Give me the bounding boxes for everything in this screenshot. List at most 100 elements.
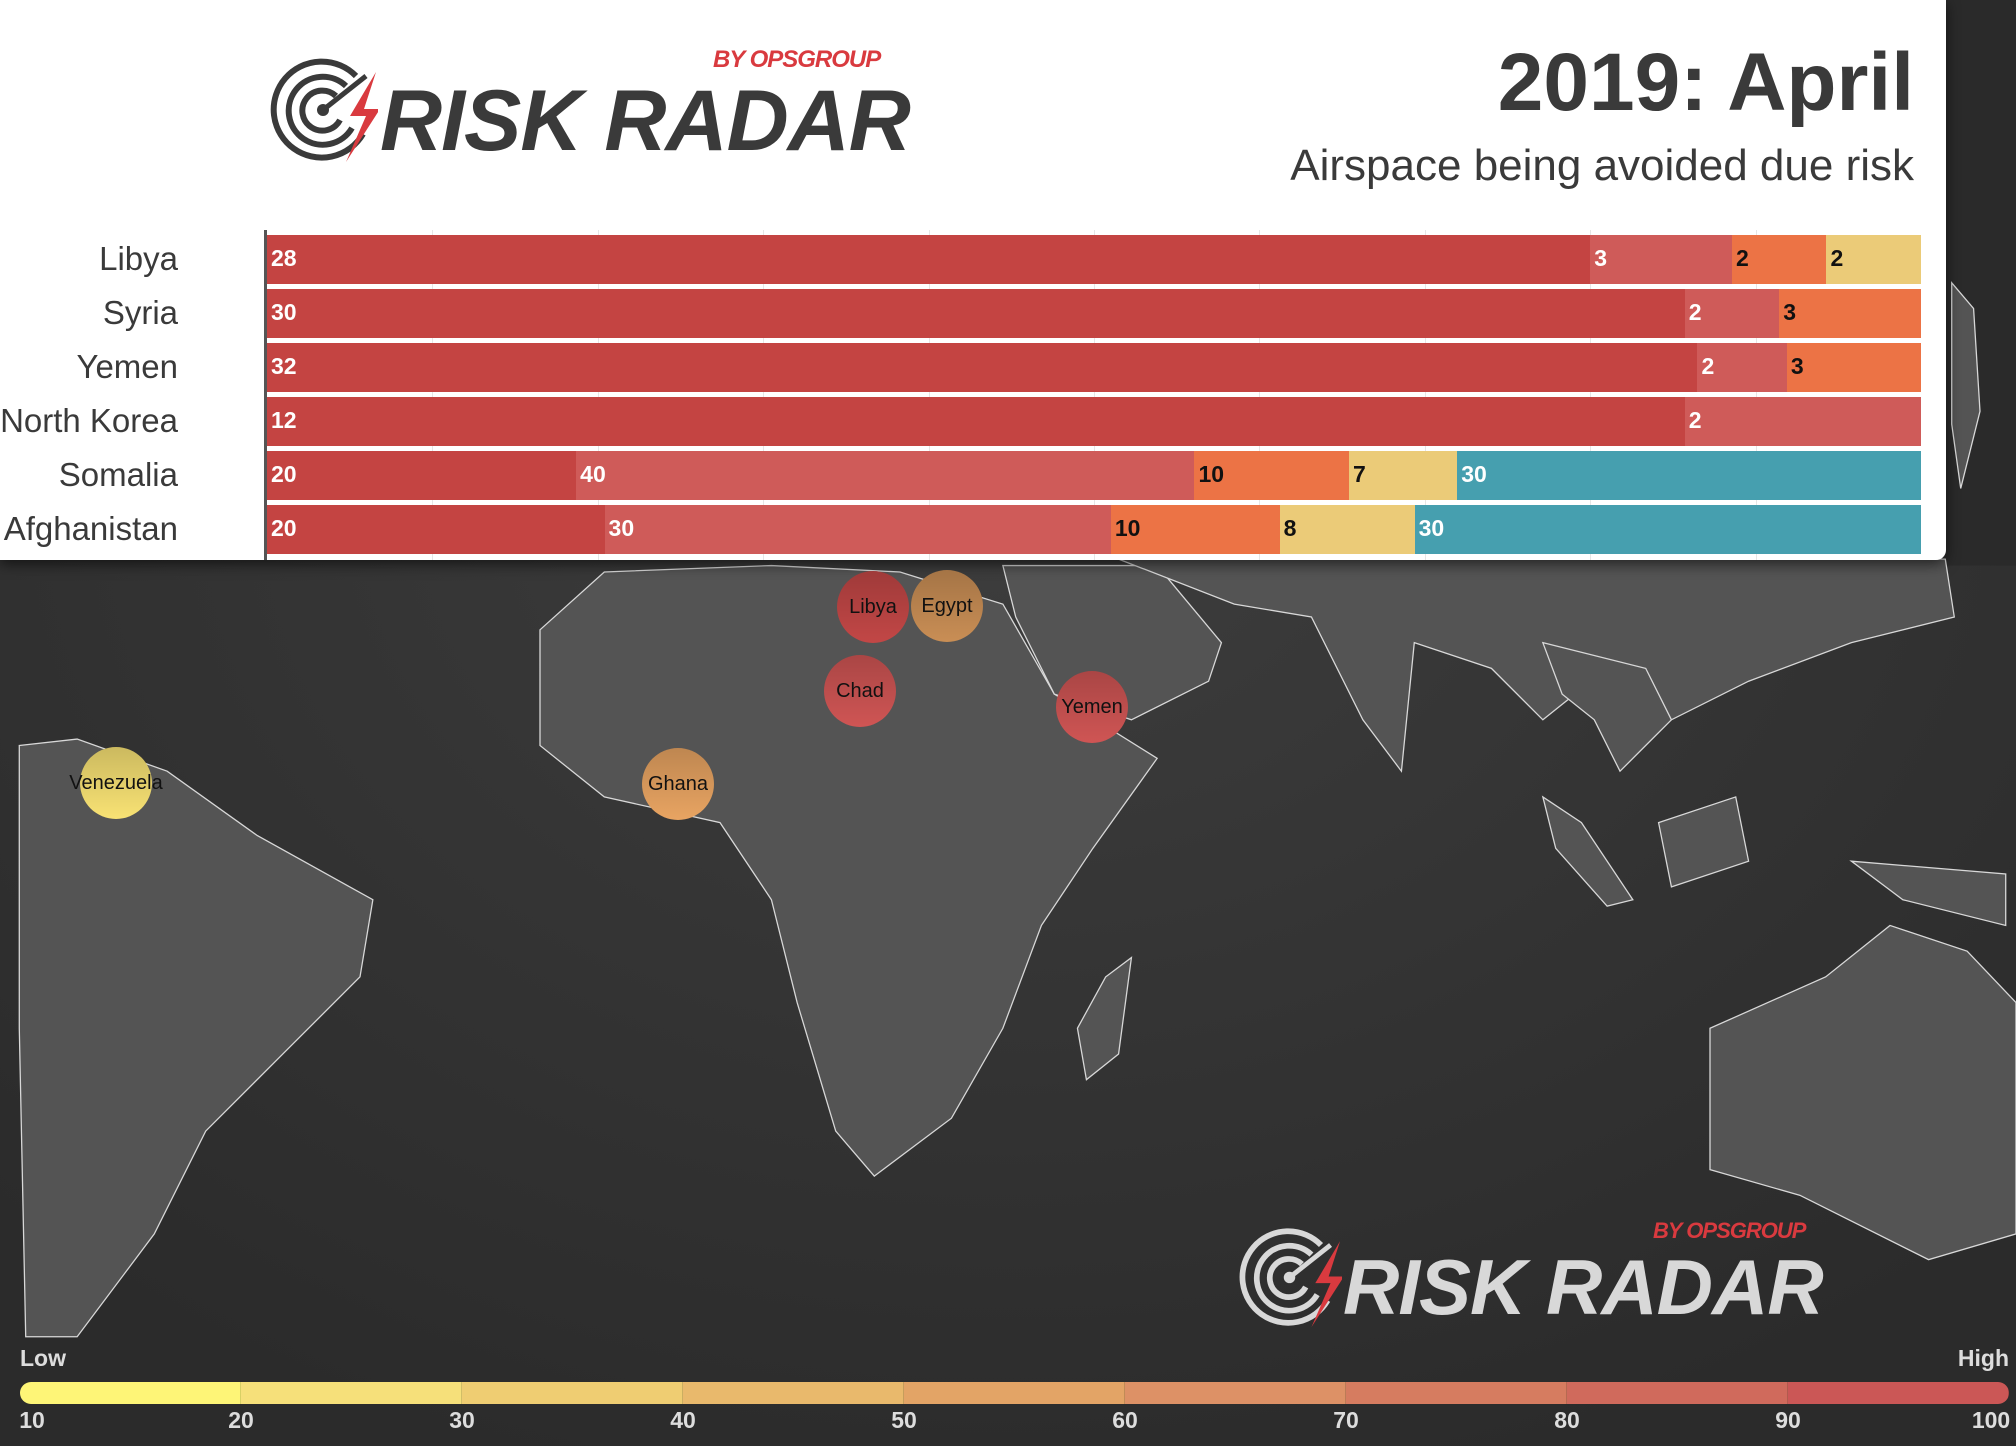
- data-label: 7: [1353, 461, 1366, 487]
- bar-segment[interactable]: 10: [1194, 451, 1350, 500]
- bar-segment[interactable]: 2: [1731, 235, 1827, 284]
- legend-swatch: [241, 1382, 462, 1404]
- legend-high-label: High: [1957, 1345, 2009, 1371]
- data-label: 12: [271, 407, 297, 433]
- legend-tick-label: 10: [19, 1407, 45, 1433]
- category-label: North Korea: [0, 402, 178, 439]
- data-label: 2: [1735, 245, 1749, 271]
- land-australia: [1709, 924, 2016, 1261]
- radar-icon: [270, 58, 378, 162]
- bar-segment[interactable]: 2: [1697, 343, 1787, 392]
- country-bubble[interactable]: Libya: [837, 571, 909, 643]
- bar-segment[interactable]: 2: [1684, 397, 1921, 446]
- gridline: [1755, 230, 1757, 560]
- watermark-main-text: RISK RADAR: [1343, 1243, 1824, 1331]
- country-bubble[interactable]: Egypt: [911, 570, 983, 642]
- bar-segment[interactable]: 3: [1779, 289, 1921, 338]
- data-label: 30: [1418, 515, 1445, 541]
- stacked-bar: 12 2: [267, 397, 1921, 446]
- data-label: 30: [1461, 461, 1487, 487]
- data-label: 2: [1688, 407, 1702, 433]
- data-label: 20: [271, 515, 297, 541]
- bar-segment[interactable]: 3: [1786, 343, 1921, 392]
- country-bubble[interactable]: Yemen: [1056, 671, 1128, 743]
- gridline: [1259, 230, 1261, 560]
- stacked-bar: 32 2 3: [267, 343, 1921, 392]
- country-bubble[interactable]: Chad: [824, 655, 896, 727]
- bar-segment[interactable]: 3: [1590, 235, 1732, 284]
- logo-byline: BY OPSGROUP: [713, 46, 881, 73]
- stacked-bar: 20 30 10 8 30: [267, 505, 1921, 554]
- legend-swatch: [1788, 1382, 2009, 1404]
- gridline: [763, 230, 765, 560]
- chart-panel: BY OPSGROUP RISK RADAR 2019: April Airsp…: [0, 0, 1946, 560]
- land-south-america: [18, 738, 374, 1338]
- legend-tick-label: 80: [1554, 1407, 1580, 1433]
- legend-swatch: [20, 1382, 241, 1404]
- data-label: 10: [1114, 515, 1141, 541]
- bar-segment[interactable]: 20: [267, 505, 605, 554]
- risk-radar-watermark: BY OPSGROUP RISK RADAR: [1237, 1220, 1837, 1332]
- land-borneo: [1657, 796, 1750, 888]
- bar-segment[interactable]: 2: [1826, 235, 1921, 284]
- legend-swatch: [462, 1382, 683, 1404]
- legend-swatch: [1125, 1382, 1346, 1404]
- data-label: 2: [1830, 245, 1844, 271]
- data-label: 32: [271, 353, 297, 379]
- stacked-bar: 28 3 2 2: [267, 235, 1921, 284]
- radar-icon: [1239, 1228, 1342, 1328]
- legend-swatch: [683, 1382, 904, 1404]
- bar-segment[interactable]: 32: [267, 343, 1698, 392]
- land-sumatra: [1541, 795, 1634, 907]
- legend-tick-label: 70: [1333, 1407, 1359, 1433]
- land-new-guinea: [1849, 860, 2007, 927]
- legend-low-label: Low: [20, 1345, 66, 1371]
- legend-tick-label: 30: [449, 1407, 475, 1433]
- data-label: 8: [1283, 515, 1297, 541]
- bar-segment[interactable]: 7: [1349, 451, 1458, 500]
- bar-segment[interactable]: 30: [267, 289, 1685, 338]
- category-label: Yemen: [76, 348, 178, 385]
- legend-swatch: [904, 1382, 1125, 1404]
- gridline: [432, 230, 434, 560]
- legend-tick-label: 50: [891, 1407, 917, 1433]
- bar-segment[interactable]: 12: [267, 397, 1685, 446]
- gridline: [1094, 230, 1095, 560]
- data-label: 30: [608, 515, 635, 541]
- legend-tick-label: 90: [1775, 1407, 1801, 1433]
- data-label: 3: [1594, 245, 1607, 271]
- bar-segment[interactable]: 30: [1457, 451, 1921, 500]
- data-label: 10: [1198, 461, 1225, 487]
- bar-segment[interactable]: 30: [1414, 505, 1921, 554]
- legend-swatch: [1346, 1382, 1567, 1404]
- bar-segment[interactable]: 40: [576, 451, 1195, 500]
- category-label: Syria: [102, 294, 178, 331]
- watermark-byline: BY OPSGROUP: [1653, 1218, 1806, 1243]
- bar-segment[interactable]: 28: [267, 235, 1591, 284]
- y-axis-line: [264, 230, 267, 560]
- data-label: 28: [271, 245, 297, 271]
- data-label: 3: [1783, 299, 1796, 325]
- category-label: Afghanistan: [3, 510, 178, 547]
- category-label: Somalia: [58, 456, 178, 493]
- bar-segment[interactable]: 30: [604, 505, 1111, 554]
- bar-segment[interactable]: 2: [1684, 289, 1780, 338]
- legend-tick-label: 40: [670, 1407, 696, 1433]
- land-africa: [539, 564, 1159, 1177]
- country-bubble[interactable]: Ghana: [642, 748, 714, 820]
- risk-radar-logo: BY OPSGROUP RISK RADAR: [268, 46, 911, 168]
- bar-segment[interactable]: 8: [1279, 505, 1415, 554]
- land-se-asia: [1541, 641, 1673, 773]
- gridline: [597, 230, 599, 560]
- legend-tick-label: 20: [228, 1407, 254, 1433]
- data-label: 30: [271, 299, 297, 325]
- bar-segment[interactable]: 20: [267, 451, 577, 500]
- legend-tick-label: 100: [1971, 1407, 2011, 1433]
- page-subtitle: Airspace being avoided due risk: [1290, 141, 1914, 190]
- gridline: [1590, 230, 1592, 560]
- country-bubble[interactable]: Venezuela: [69, 747, 163, 819]
- land-madagascar: [1076, 956, 1133, 1081]
- legend-swatch: [1567, 1382, 1788, 1404]
- gridline: [928, 230, 930, 560]
- bar-segment[interactable]: 10: [1110, 505, 1280, 554]
